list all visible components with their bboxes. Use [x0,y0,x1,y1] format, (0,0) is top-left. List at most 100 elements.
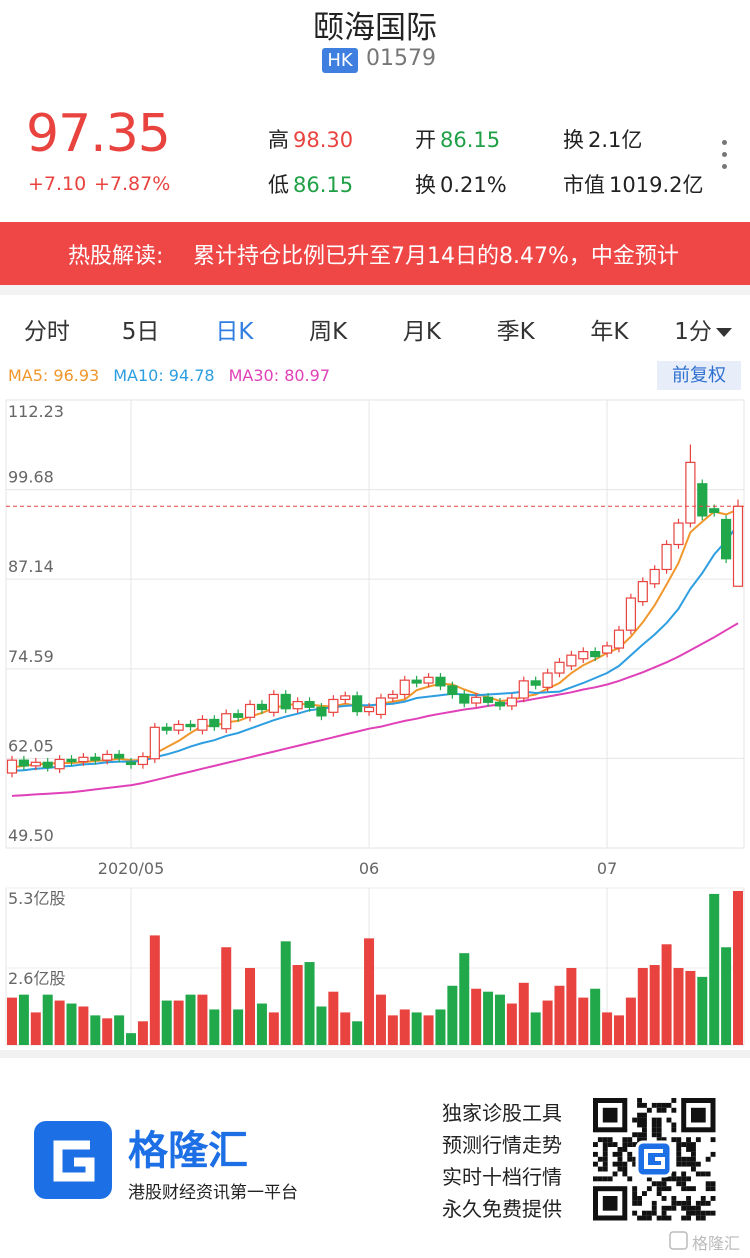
qr-cell [710,1210,716,1216]
qr-finder [593,1098,628,1133]
candle-body [137,755,149,766]
tab[interactable]: 年K [590,319,629,345]
candle-body [375,697,387,716]
tab[interactable]: 季K [496,319,535,345]
qr-cell [695,1137,701,1143]
tab[interactable]: 周K [309,319,348,345]
qr-cell [671,1107,677,1113]
qr-cell [710,1151,716,1157]
qr-cell [700,1210,706,1216]
qr-cell [597,1166,603,1172]
candle-body [459,693,470,704]
x-tick-label: 07 [597,859,617,878]
qr-cell [593,1176,598,1182]
stat-label: 开 [415,128,436,152]
tab[interactable]: 1分 [656,312,750,352]
qr-cell [632,1117,638,1123]
tab[interactable]: 月K [402,319,441,345]
candle-body [221,713,232,730]
candle-body [566,654,577,667]
qr-cell [627,1142,633,1147]
volume-bar [602,1012,613,1045]
qr-cell [681,1171,687,1177]
stat-label: 换 [563,128,584,152]
qr-cell [676,1181,682,1187]
qr-cell [686,1156,691,1162]
qr-cell [607,1142,613,1147]
candle-body [709,508,720,513]
legend-entry: MA5: 96.93 [8,366,100,385]
volume-bar [30,1012,41,1045]
qr-cell [617,1156,623,1162]
volume-bar [625,997,636,1045]
qr-cell [661,1176,667,1182]
candle-body [316,706,327,717]
qr-cell [671,1127,677,1133]
volume-bar [221,947,232,1045]
stat-value: 0.21% [440,173,507,197]
volume-bar [483,991,494,1045]
tab[interactable]: 5日 [121,319,160,345]
feature: 预测行情走势 [442,1133,562,1157]
qr-cell [637,1215,642,1221]
qr-cell [627,1176,633,1182]
candle-body [590,651,601,658]
tab[interactable]: 分时 [23,319,70,345]
volume-bar [578,997,589,1045]
separator [0,1050,750,1058]
qr-cell [646,1210,652,1216]
qr-cell [661,1181,667,1187]
candle-body [197,718,208,731]
candle-body [352,695,363,713]
legend-entry: MA10: 94.78 [113,366,215,385]
qr-cell [705,1210,711,1216]
qr-cell [710,1186,716,1192]
qr-cell [642,1210,647,1216]
qr-cell [637,1196,642,1201]
volume-bar [673,967,684,1045]
qr-cell [646,1186,652,1192]
candle-body [328,698,339,713]
qr-cell [705,1156,711,1162]
qr-cell [700,1171,706,1177]
candle-body [471,696,482,704]
qr-cell [632,1196,638,1201]
candle-body [340,695,351,701]
qr-cell [676,1176,682,1182]
news-banner[interactable]: 热股解读: 累计持仓比例已升至7月14日的8.47%，中金预计 [0,222,750,285]
qr-cell [710,1181,716,1187]
candle-body [125,761,137,766]
volume-bar [613,1015,624,1045]
qr-cell [602,1156,608,1162]
adjust-button[interactable]: 前复权 [657,361,741,390]
qr-cell [646,1176,652,1182]
tab[interactable]: 日K [215,319,254,345]
volume-bar [506,1003,517,1045]
more-menu[interactable] [722,140,730,176]
volume-bar [328,991,339,1045]
stat: 市值 1019.2亿 [563,169,703,199]
qr-cell [681,1142,687,1147]
qr-cell [602,1176,608,1182]
qr-cell [666,1205,672,1211]
y-tick-label: 87.14 [8,557,54,576]
candle-body [601,645,613,654]
qr-cell [656,1191,662,1196]
volume-bar [114,1015,125,1045]
qr-cell [656,1215,662,1221]
candle-body [494,701,506,707]
qr-cell [671,1205,677,1211]
qr-cell [705,1171,711,1177]
stat-label: 高 [268,128,289,152]
candle-body [363,706,375,713]
feature: 实时十档行情 [442,1165,562,1189]
qr-cell [627,1137,633,1143]
qr-cell [700,1196,706,1201]
candle-body [697,483,708,517]
qr-cell [651,1132,657,1138]
candle-body [185,723,196,728]
candle-body [720,518,732,560]
volume-bar [566,967,577,1045]
qr-cell [695,1171,701,1177]
qr-cell [671,1122,677,1128]
